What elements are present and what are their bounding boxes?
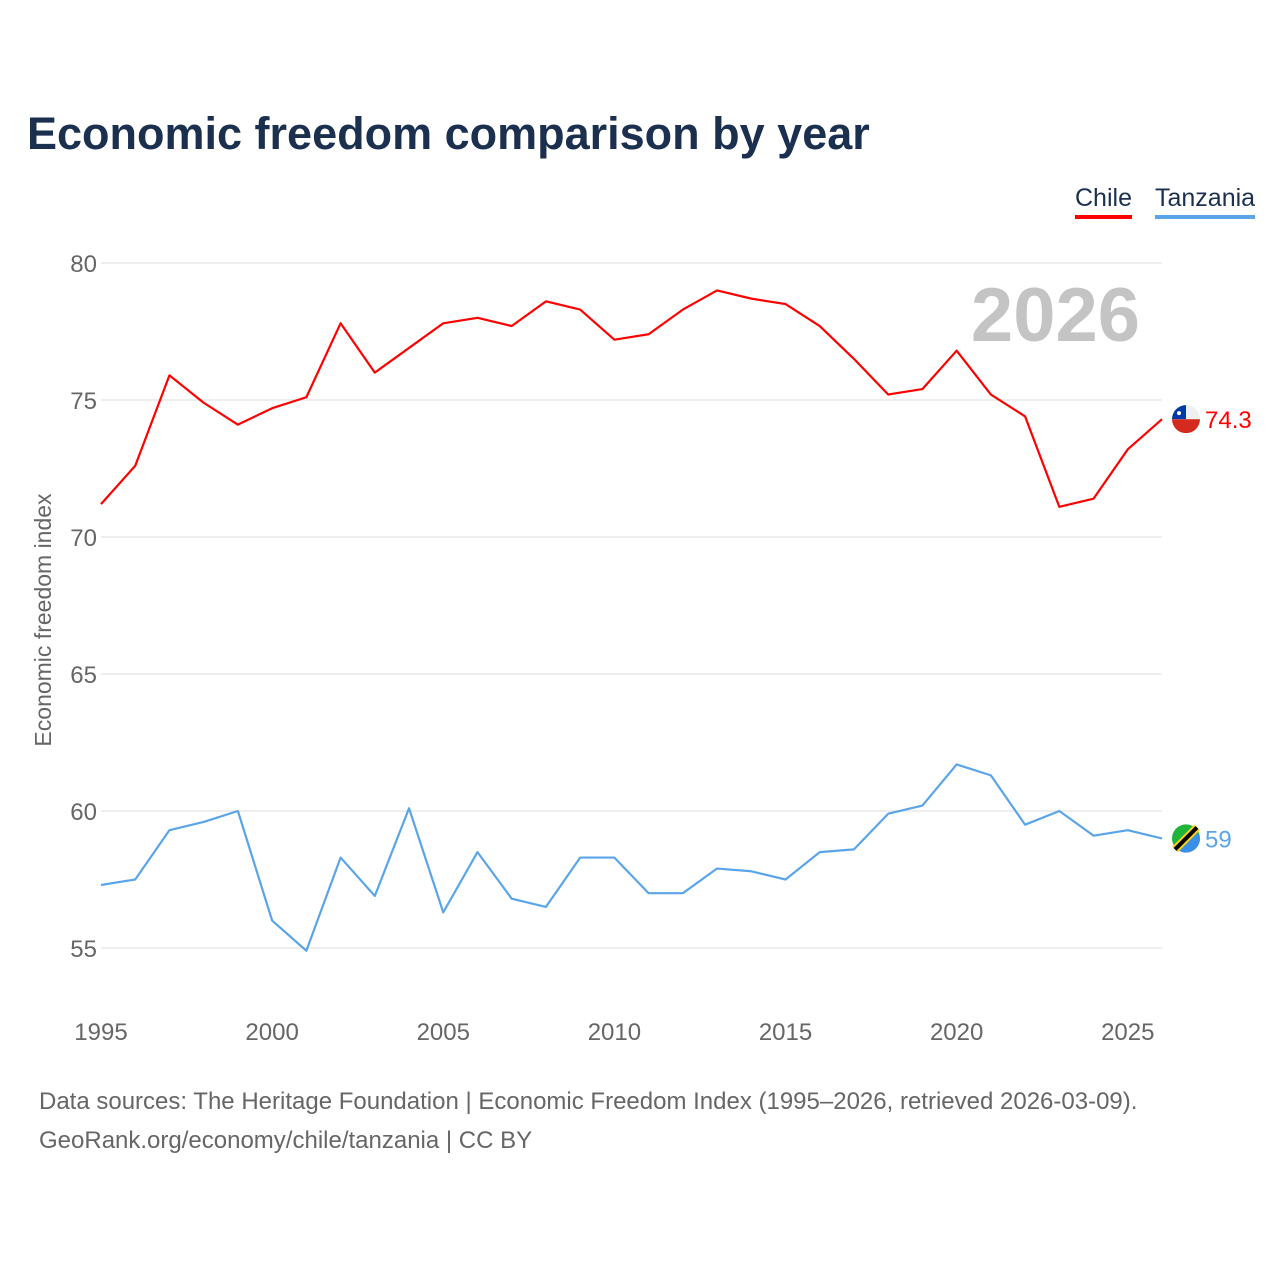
line-chart: 55 60 65 70 75 80 1995 2000 2005 2010 2015 2020 2025… — [30, 251, 1252, 1046]
y-axis-label: Economic freedom index — [30, 493, 56, 747]
source-line-2: GeoRank.org/economy/chile/tanzania | CC … — [39, 1127, 533, 1154]
x-tick-label: 2010 — [588, 1019, 641, 1046]
tanzania-flag-stripe-black — [1173, 825, 1199, 851]
source-line-1: Data sources: The Heritage Foundation | … — [39, 1088, 1138, 1115]
end-label-chile: 74.3 — [1205, 407, 1252, 434]
legend-tanzania[interactable]: Tanzania — [1155, 184, 1256, 219]
y-tick-label: 75 — [70, 388, 97, 415]
y-tick-label: 55 — [70, 936, 97, 963]
series-line-chile — [100, 289, 1163, 508]
series-line-tanzania — [100, 763, 1163, 952]
y-tick-label: 65 — [70, 662, 97, 689]
x-tick-label: 2025 — [1101, 1019, 1154, 1046]
chile-flag-star — [1177, 411, 1181, 416]
x-tick-label: 2005 — [417, 1019, 470, 1046]
x-tick-label: 1995 — [74, 1019, 127, 1046]
y-tick-label: 80 — [70, 251, 97, 278]
chart-title: Economic freedom comparison by year — [27, 108, 870, 159]
y-tick-label: 70 — [70, 525, 97, 552]
x-tick-label: 2020 — [930, 1019, 983, 1046]
x-tick-label: 2015 — [759, 1019, 812, 1046]
chile-flag-icon — [1172, 419, 1200, 434]
end-label-tanzania: 59 — [1205, 826, 1232, 853]
y-tick-label: 60 — [70, 799, 97, 826]
x-tick-label: 2000 — [245, 1019, 298, 1046]
year-watermark: 2026 — [971, 273, 1140, 358]
legend-chile[interactable]: Chile — [1075, 184, 1132, 219]
